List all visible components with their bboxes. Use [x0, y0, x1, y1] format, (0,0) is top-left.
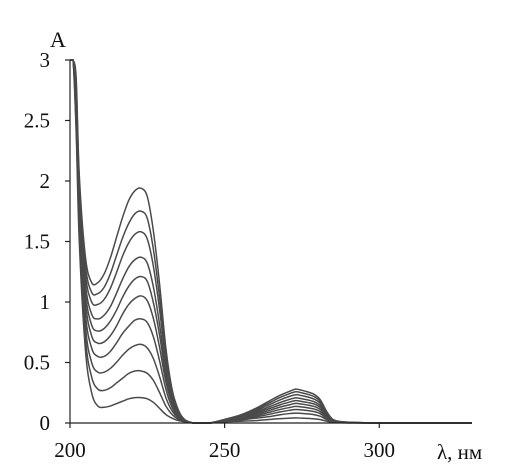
y-tick-label: 3: [40, 48, 51, 72]
axis-ticks: 0 0.5 1 1.5 2 2.5 3 200 250 300: [24, 48, 395, 462]
y-tick-label: 0: [40, 411, 51, 435]
y-tick-label: 2.5: [24, 109, 50, 133]
y-tick-label: 0.5: [24, 351, 50, 375]
y-tick-label: 1: [40, 290, 51, 314]
x-axis-label: λ, нм: [437, 440, 482, 464]
x-tick-label: 250: [209, 438, 241, 462]
spectrum-line: [70, 59, 472, 424]
y-tick-label: 2: [40, 169, 51, 193]
series-lines: [70, 59, 472, 424]
y-tick-label: 1.5: [24, 230, 50, 254]
x-tick-label: 200: [54, 438, 86, 462]
x-tick-label: 300: [363, 438, 395, 462]
y-axis-label: A: [50, 27, 66, 52]
spectrum-line: [70, 59, 472, 424]
